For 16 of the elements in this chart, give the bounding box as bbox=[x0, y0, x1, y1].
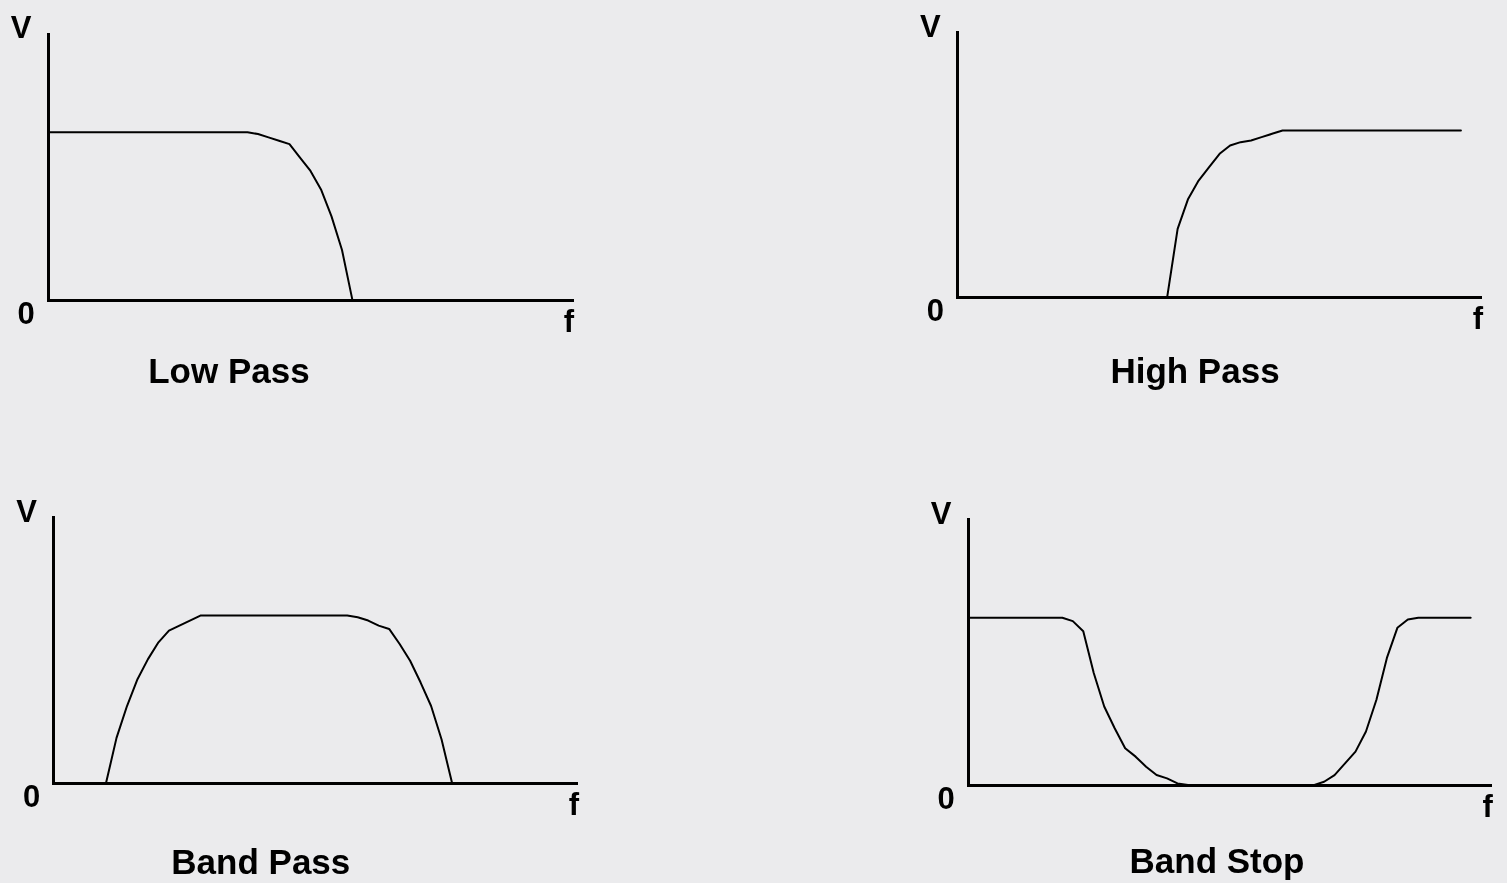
x-axis-title: f bbox=[568, 787, 580, 823]
y-axis-title: V bbox=[10, 10, 32, 45]
text: 0 bbox=[937, 781, 955, 817]
text: 0 bbox=[22, 779, 41, 815]
text: Low Pass bbox=[148, 350, 310, 390]
x-axis-title: f bbox=[563, 304, 575, 340]
text: High Pass bbox=[1110, 351, 1280, 391]
y-axis-title: V bbox=[930, 495, 952, 531]
text: Band Pass bbox=[171, 842, 351, 882]
y-axis-title: V bbox=[919, 8, 941, 44]
y-axis-title: V bbox=[16, 493, 38, 529]
x-axis-title: f bbox=[1472, 301, 1484, 337]
x-axis-title: f bbox=[1482, 789, 1494, 825]
text: Band Stop bbox=[1129, 841, 1305, 880]
text: 0 bbox=[17, 296, 35, 332]
text: 0 bbox=[926, 293, 944, 329]
